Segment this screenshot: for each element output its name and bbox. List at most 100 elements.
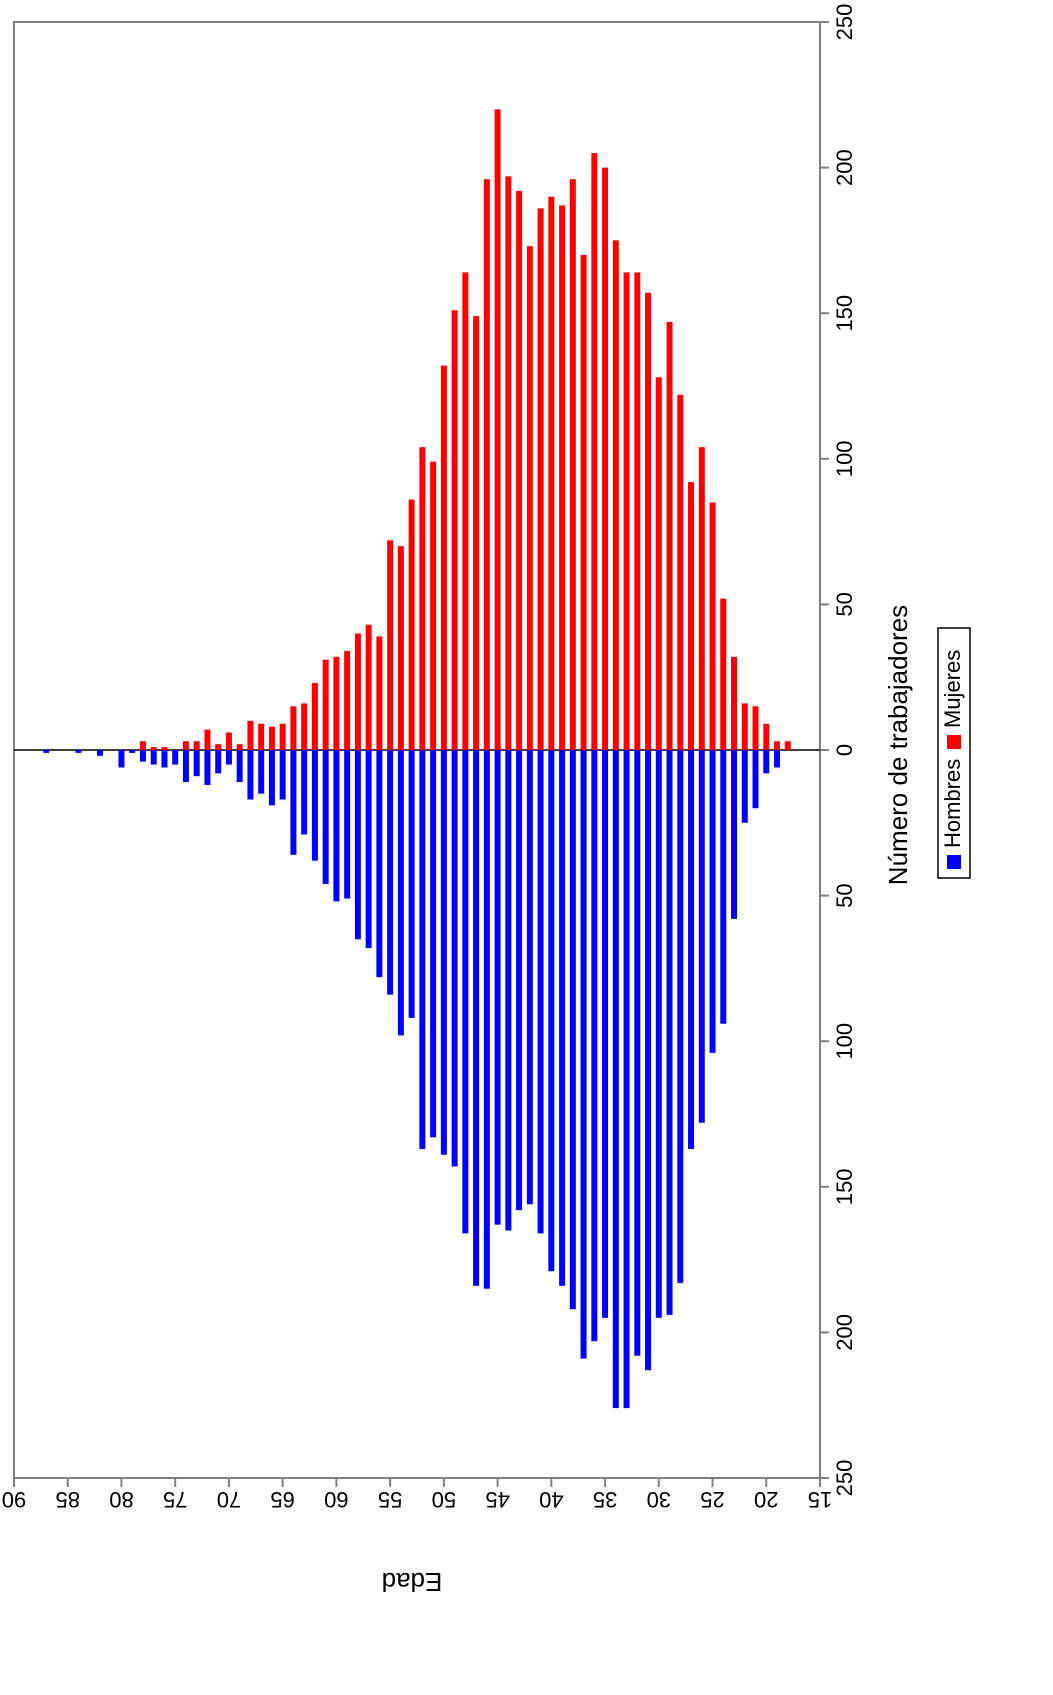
bar: [763, 723, 770, 750]
bar: [634, 750, 641, 1356]
bar: [483, 750, 490, 1289]
legend-label: Mujeres: [940, 650, 965, 728]
bar: [247, 750, 254, 800]
y-tick-label: 150: [832, 295, 857, 332]
y-tick-label: 100: [832, 440, 857, 477]
bar: [580, 254, 587, 750]
x-tick-label: 65: [270, 1487, 294, 1512]
bar: [172, 750, 179, 765]
bar: [397, 750, 404, 1036]
bar: [301, 703, 308, 750]
bar: [387, 750, 394, 995]
bar: [483, 179, 490, 751]
bar: [569, 750, 576, 1310]
bar: [473, 316, 480, 750]
y-tick-label: 100: [832, 1023, 857, 1060]
bar: [397, 546, 404, 750]
bar: [494, 750, 501, 1225]
bar: [494, 109, 501, 751]
bar: [225, 750, 232, 765]
bar: [161, 750, 168, 768]
bar: [731, 656, 738, 750]
bar: [182, 741, 189, 750]
bar: [258, 723, 265, 750]
bar: [204, 729, 211, 750]
bar: [505, 750, 512, 1231]
bar: [301, 750, 308, 835]
bar: [419, 750, 426, 1149]
bar: [623, 272, 630, 750]
bar: [225, 732, 232, 750]
bar: [548, 750, 555, 1272]
y-tick-label: 200: [832, 149, 857, 186]
bar: [559, 750, 566, 1286]
x-tick-label: 20: [754, 1487, 778, 1512]
bar: [440, 365, 447, 750]
bar: [602, 750, 609, 1318]
y-tick-label: 200: [832, 1314, 857, 1351]
bar: [559, 205, 566, 750]
x-axis-title: Edad: [382, 1567, 443, 1597]
x-tick-label: 30: [647, 1487, 671, 1512]
bar: [645, 292, 652, 750]
bar: [752, 750, 759, 809]
bar: [623, 750, 630, 1409]
bar: [666, 321, 673, 750]
bar: [311, 750, 318, 861]
bar: [430, 750, 437, 1138]
bar: [387, 540, 394, 750]
legend-swatch: [947, 855, 961, 869]
bar: [451, 750, 458, 1167]
bar: [258, 750, 265, 794]
bar: [182, 750, 189, 783]
bar: [150, 750, 157, 765]
bar: [322, 659, 329, 750]
x-tick-label: 25: [700, 1487, 724, 1512]
bar: [537, 750, 544, 1234]
bar: [247, 720, 254, 750]
bar: [634, 272, 641, 750]
x-tick-label: 75: [163, 1487, 187, 1512]
y-tick-label: 150: [832, 1168, 857, 1205]
y-tick-label: 0: [832, 744, 857, 756]
bar: [688, 750, 695, 1149]
bar: [236, 750, 243, 783]
bar: [376, 636, 383, 750]
x-tick-label: 85: [55, 1487, 79, 1512]
bar: [526, 246, 533, 750]
bar: [408, 750, 415, 1018]
x-tick-label: 90: [2, 1487, 26, 1512]
bar: [333, 750, 340, 902]
bar: [774, 750, 781, 768]
x-tick-label: 55: [378, 1487, 402, 1512]
x-tick-label: 40: [539, 1487, 563, 1512]
bar: [516, 190, 523, 750]
bar: [43, 750, 50, 753]
bar: [526, 750, 533, 1205]
bar: [193, 750, 200, 777]
bar: [645, 750, 652, 1371]
bar: [322, 750, 329, 884]
bar: [677, 394, 684, 750]
bar: [698, 447, 705, 750]
x-tick-label: 15: [808, 1487, 832, 1512]
bar: [354, 750, 361, 940]
bar: [720, 598, 727, 750]
legend-swatch: [947, 735, 961, 749]
bar: [129, 750, 136, 753]
bar: [75, 750, 82, 753]
bar: [193, 741, 200, 750]
bar: [440, 750, 447, 1155]
x-tick-label: 70: [217, 1487, 241, 1512]
bar: [139, 741, 146, 750]
bar: [462, 272, 469, 750]
bar: [215, 744, 222, 750]
bar: [741, 750, 748, 823]
x-tick-label: 50: [432, 1487, 456, 1512]
bar: [666, 750, 673, 1315]
bar: [473, 750, 480, 1286]
bar: [279, 750, 286, 800]
y-tick-label: 250: [832, 4, 857, 41]
y-axis-title: Número de trabajadores: [883, 605, 913, 885]
bar: [709, 502, 716, 750]
